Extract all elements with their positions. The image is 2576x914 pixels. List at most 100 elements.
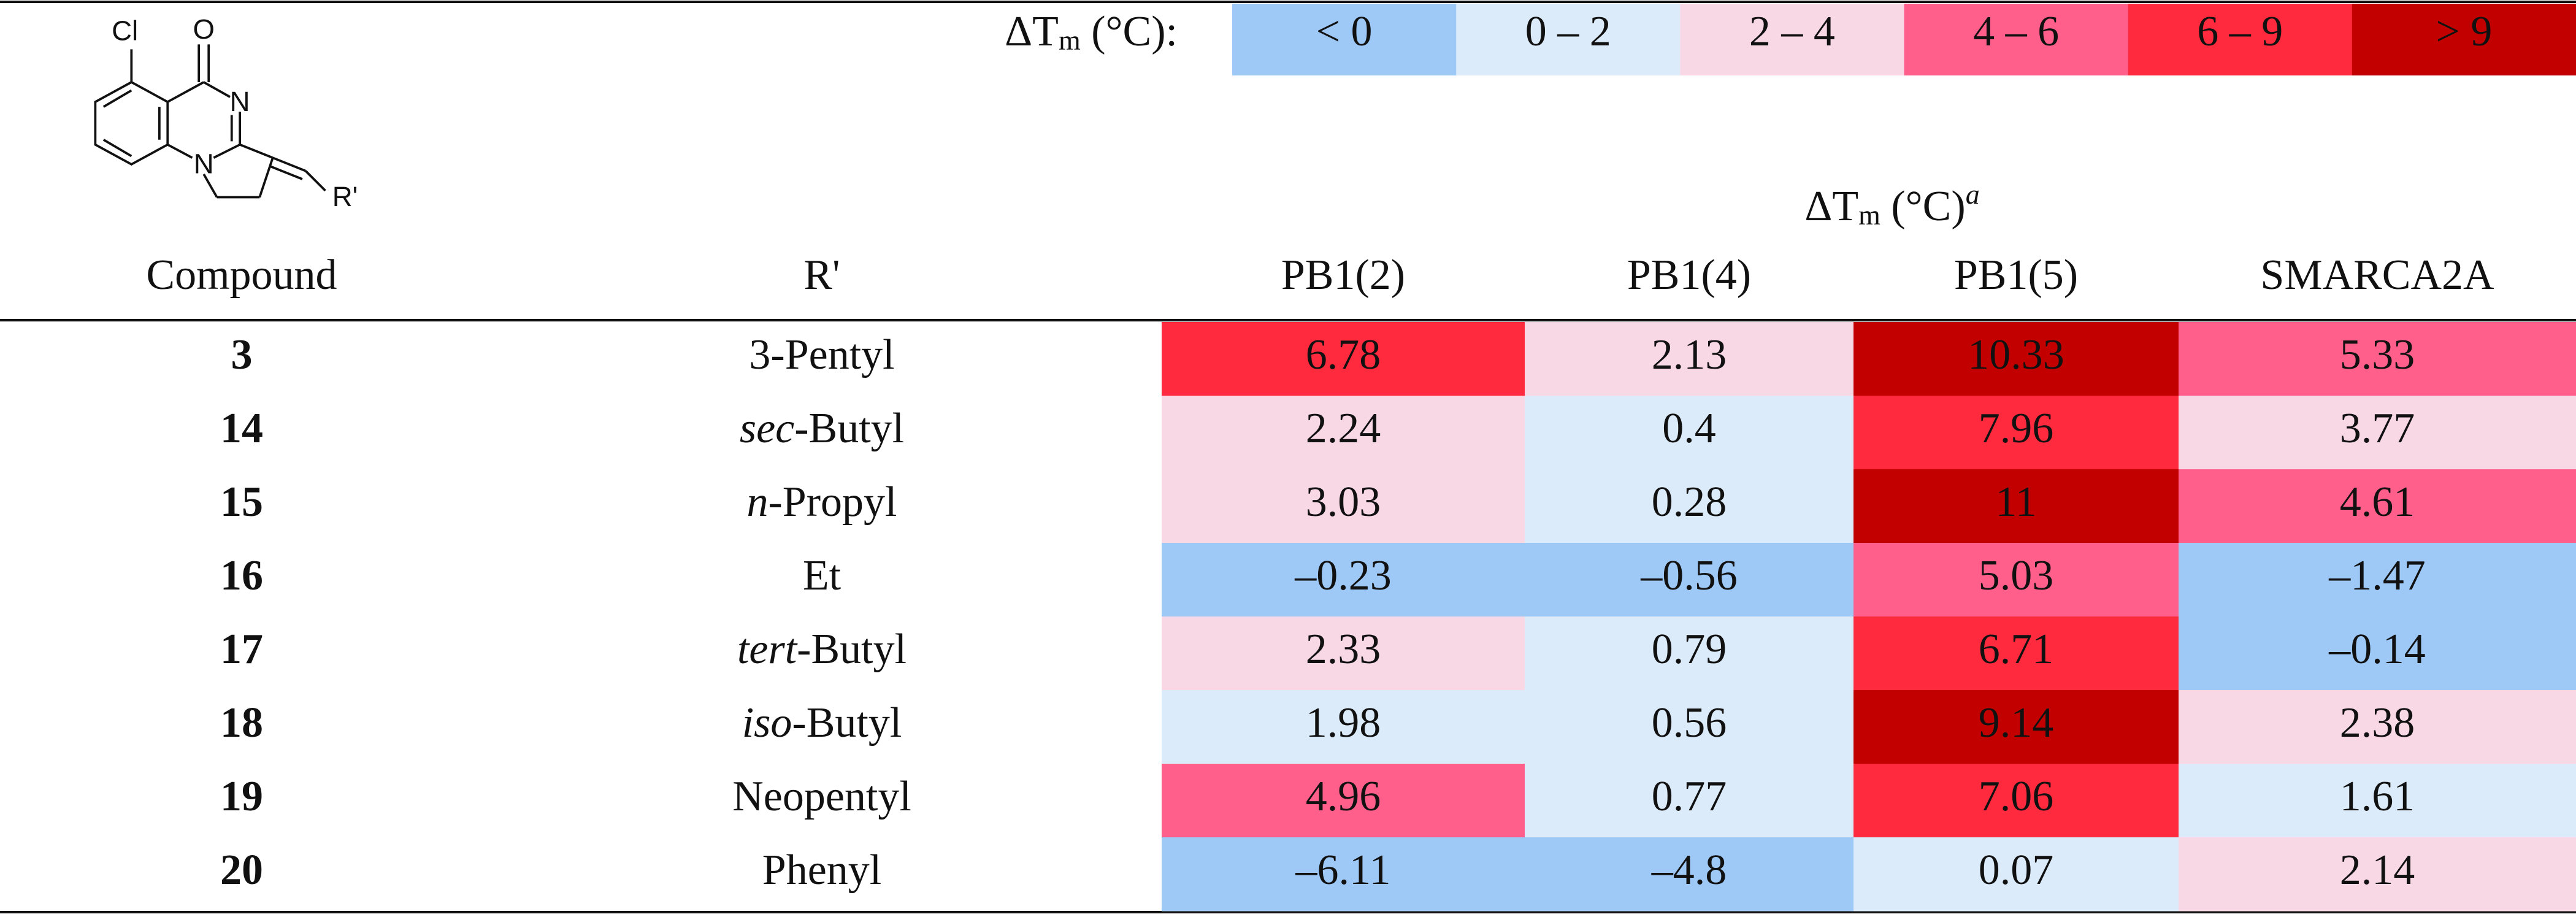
cell-background xyxy=(1162,543,1525,617)
compound-id: 17 xyxy=(220,626,263,673)
substituent-prefix: sec xyxy=(740,405,794,452)
legend-bin-label: 0 – 2 xyxy=(1525,8,1611,55)
cell-background xyxy=(1525,469,1854,543)
column-header: PB1(4) xyxy=(1627,252,1751,299)
cell-value: 11 xyxy=(1995,478,2036,526)
legend-label: ΔTm (°C): xyxy=(1005,8,1178,56)
cell-value: –4.8 xyxy=(1651,847,1727,894)
cell-background xyxy=(1525,322,1854,396)
cell-background xyxy=(1853,396,2179,470)
cell-value: 3.03 xyxy=(1306,478,1381,526)
bond xyxy=(269,164,303,180)
substituent: tert-Butyl xyxy=(737,626,907,673)
cell-background xyxy=(1162,322,1525,396)
legend-label-main: ΔT xyxy=(1005,8,1059,55)
atom-label: N xyxy=(230,86,250,117)
cell-value: 4.61 xyxy=(2340,478,2415,526)
cell-background xyxy=(2179,396,2576,470)
cell-value: 0.4 xyxy=(1662,405,1716,452)
group-header: ΔTm (°C)a xyxy=(1804,179,1979,231)
cell-background xyxy=(1525,616,1854,691)
compound-id: 19 xyxy=(220,773,263,820)
column-header: R' xyxy=(803,252,840,299)
substituent-name: 3-Pentyl xyxy=(749,331,894,378)
substituent-name: -Propyl xyxy=(769,478,897,526)
bond xyxy=(258,157,274,198)
group-header-sub: m xyxy=(1858,199,1880,231)
bond xyxy=(202,174,218,198)
cell-background xyxy=(2179,764,2576,838)
cell-value: 2.38 xyxy=(2340,699,2415,747)
substituent-prefix: n xyxy=(747,478,769,526)
cell-value: –0.56 xyxy=(1640,552,1738,599)
cell-background xyxy=(1525,837,1854,912)
cell-value: 6.71 xyxy=(1979,626,2054,673)
cell-background xyxy=(2179,837,2576,912)
substituent-name: Et xyxy=(803,552,841,599)
substituent: 3-Pentyl xyxy=(749,331,894,378)
cell-background xyxy=(2179,322,2576,396)
column-header: PB1(2) xyxy=(1281,252,1405,299)
cell-background xyxy=(1525,690,1854,764)
cell-value: 7.96 xyxy=(1979,405,2054,452)
cell-background xyxy=(1853,322,2179,396)
atom-label: R' xyxy=(332,181,358,212)
legend-swatch xyxy=(1456,4,1681,75)
cell-background xyxy=(1853,543,2179,617)
cell-background xyxy=(1853,837,2179,912)
substituent-name: -Butyl xyxy=(792,699,902,747)
cell-background xyxy=(1162,469,1525,543)
bond xyxy=(203,81,231,98)
group-header-main: ΔT xyxy=(1804,183,1858,230)
cell-background xyxy=(1853,616,2179,691)
legend-bin-label: < 0 xyxy=(1316,8,1373,55)
cell-value: –0.23 xyxy=(1294,552,1392,599)
compound-id: 16 xyxy=(220,552,263,599)
legend-bin-label: > 9 xyxy=(2436,8,2492,55)
cell-value: –1.47 xyxy=(2328,552,2426,599)
cell-background xyxy=(1525,396,1854,470)
bond xyxy=(213,144,240,159)
cell-value: 7.06 xyxy=(1979,773,2054,820)
substituent: Phenyl xyxy=(762,847,881,894)
bond xyxy=(239,144,274,159)
substituent: Et xyxy=(803,552,841,599)
cell-value: 1.61 xyxy=(2340,773,2415,820)
legend-swatch xyxy=(2128,4,2353,75)
bond xyxy=(167,144,193,159)
cell-background xyxy=(2179,543,2576,617)
cell-value: 2.13 xyxy=(1652,331,1727,378)
group-header-rest: (°C) xyxy=(1880,183,1966,230)
atom-label: Cl xyxy=(112,15,138,47)
cell-background xyxy=(1162,690,1525,764)
cell-value: –6.11 xyxy=(1295,847,1391,894)
compound-id: 3 xyxy=(231,331,253,378)
cell-value: 4.96 xyxy=(1306,773,1381,820)
compound-id: 18 xyxy=(220,699,263,747)
bond xyxy=(272,156,306,172)
substituent-name: -Butyl xyxy=(794,405,904,452)
column-header: SMARCA2A xyxy=(2260,252,2494,299)
legend-bin-label: 2 – 4 xyxy=(1749,8,1835,55)
compound-id: 14 xyxy=(220,405,263,452)
cell-background xyxy=(1853,764,2179,838)
cell-background xyxy=(1162,764,1525,838)
cell-background xyxy=(1525,764,1854,838)
cell-value: 9.14 xyxy=(1979,699,2054,747)
substituent-name: Phenyl xyxy=(762,847,881,894)
bond xyxy=(304,170,326,192)
substituent-prefix: tert xyxy=(737,626,798,673)
cell-background xyxy=(1853,690,2179,764)
legend-label-sub: m xyxy=(1059,25,1081,56)
substituent-name: -Butyl xyxy=(797,626,907,673)
atom-label: N xyxy=(194,148,214,180)
cell-background xyxy=(2179,690,2576,764)
cell-background xyxy=(2179,469,2576,543)
cell-value: 0.28 xyxy=(1652,478,1727,526)
legend-label-rest: (°C): xyxy=(1081,8,1178,55)
cell-value: 5.33 xyxy=(2340,331,2415,378)
bond xyxy=(167,81,205,103)
cell-value: 2.14 xyxy=(2340,847,2415,894)
cell-value: 3.77 xyxy=(2340,405,2415,452)
